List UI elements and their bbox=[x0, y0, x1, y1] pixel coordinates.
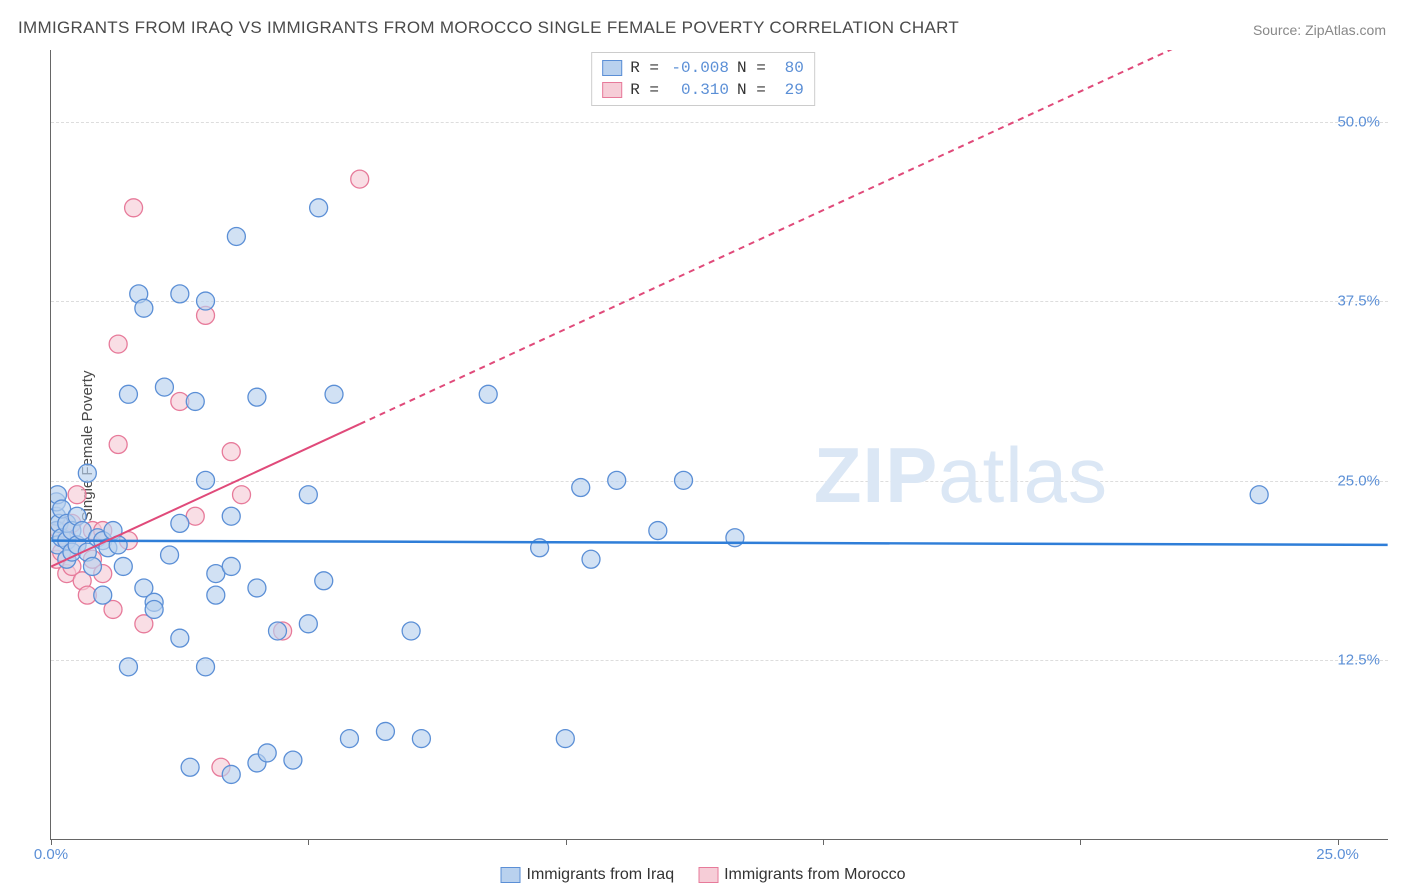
legend-series: Immigrants from Iraq Immigrants from Mor… bbox=[501, 866, 906, 884]
legend-swatch-morocco-bottom bbox=[698, 867, 718, 883]
r-label: R = bbox=[630, 79, 659, 101]
scatter-point-iraq bbox=[222, 507, 240, 525]
plot-area: ZIPatlas 12.5%25.0%37.5%50.0%0.0%25.0% bbox=[50, 50, 1388, 840]
x-tick bbox=[1338, 839, 1339, 845]
legend-swatch-iraq-bottom bbox=[501, 867, 521, 883]
scatter-point-morocco bbox=[109, 335, 127, 353]
scatter-point-iraq bbox=[186, 392, 204, 410]
r-label: R = bbox=[630, 57, 659, 79]
scatter-point-iraq bbox=[119, 658, 137, 676]
x-tick-label: 25.0% bbox=[1316, 846, 1359, 863]
scatter-point-morocco bbox=[351, 170, 369, 188]
scatter-point-iraq bbox=[155, 378, 173, 396]
scatter-point-iraq bbox=[608, 471, 626, 489]
x-tick bbox=[566, 839, 567, 845]
x-tick bbox=[308, 839, 309, 845]
scatter-point-iraq bbox=[315, 572, 333, 590]
scatter-point-iraq bbox=[171, 285, 189, 303]
scatter-point-iraq bbox=[119, 385, 137, 403]
scatter-point-iraq bbox=[582, 550, 600, 568]
scatter-point-iraq bbox=[1250, 486, 1268, 504]
legend-swatch-morocco bbox=[602, 82, 622, 98]
chart-title: IMMIGRANTS FROM IRAQ VS IMMIGRANTS FROM … bbox=[18, 18, 959, 38]
scatter-point-iraq bbox=[135, 299, 153, 317]
scatter-point-iraq bbox=[572, 479, 590, 497]
scatter-point-iraq bbox=[269, 622, 287, 640]
scatter-point-iraq bbox=[284, 751, 302, 769]
regression-iraq-solid bbox=[51, 541, 1387, 545]
scatter-point-iraq bbox=[181, 758, 199, 776]
scatter-point-iraq bbox=[94, 586, 112, 604]
scatter-point-iraq bbox=[78, 464, 96, 482]
scatter-point-iraq bbox=[299, 486, 317, 504]
legend-row-iraq: R = -0.008 N = 80 bbox=[602, 57, 804, 79]
x-tick bbox=[1080, 839, 1081, 845]
scatter-point-iraq bbox=[248, 388, 266, 406]
r-value-iraq: -0.008 bbox=[667, 57, 729, 79]
scatter-point-iraq bbox=[114, 557, 132, 575]
scatter-point-iraq bbox=[171, 514, 189, 532]
scatter-point-iraq bbox=[479, 385, 497, 403]
scatter-point-iraq bbox=[325, 385, 343, 403]
x-tick bbox=[51, 839, 52, 845]
scatter-point-iraq bbox=[227, 228, 245, 246]
scatter-point-iraq bbox=[197, 471, 215, 489]
scatter-point-iraq bbox=[207, 586, 225, 604]
scatter-point-iraq bbox=[222, 765, 240, 783]
scatter-point-iraq bbox=[248, 579, 266, 597]
scatter-point-iraq bbox=[258, 744, 276, 762]
scatter-point-iraq bbox=[171, 629, 189, 647]
scatter-point-morocco bbox=[109, 436, 127, 454]
legend-correlation: R = -0.008 N = 80 R = 0.310 N = 29 bbox=[591, 52, 815, 106]
scatter-point-iraq bbox=[675, 471, 693, 489]
x-tick-label: 0.0% bbox=[34, 846, 68, 863]
plot-svg bbox=[51, 50, 1388, 839]
scatter-point-iraq bbox=[402, 622, 420, 640]
legend-row-morocco: R = 0.310 N = 29 bbox=[602, 79, 804, 101]
legend-item-iraq: Immigrants from Iraq bbox=[501, 866, 675, 884]
scatter-point-morocco bbox=[233, 486, 251, 504]
legend-label-iraq: Immigrants from Iraq bbox=[527, 866, 675, 884]
scatter-point-iraq bbox=[161, 546, 179, 564]
legend-swatch-iraq bbox=[602, 60, 622, 76]
scatter-point-iraq bbox=[376, 722, 394, 740]
scatter-point-iraq bbox=[340, 730, 358, 748]
legend-label-morocco: Immigrants from Morocco bbox=[724, 866, 905, 884]
n-value-iraq: 80 bbox=[774, 57, 804, 79]
scatter-point-iraq bbox=[83, 557, 101, 575]
scatter-point-iraq bbox=[197, 658, 215, 676]
n-label: N = bbox=[737, 79, 766, 101]
scatter-point-iraq bbox=[412, 730, 430, 748]
scatter-point-iraq bbox=[310, 199, 328, 217]
scatter-point-morocco bbox=[125, 199, 143, 217]
x-tick bbox=[823, 839, 824, 845]
scatter-point-iraq bbox=[222, 557, 240, 575]
scatter-point-iraq bbox=[299, 615, 317, 633]
n-value-morocco: 29 bbox=[774, 79, 804, 101]
legend-item-morocco: Immigrants from Morocco bbox=[698, 866, 905, 884]
scatter-point-iraq bbox=[649, 522, 667, 540]
scatter-point-iraq bbox=[197, 292, 215, 310]
scatter-point-iraq bbox=[145, 600, 163, 618]
scatter-point-iraq bbox=[556, 730, 574, 748]
regression-morocco-dashed bbox=[360, 50, 1388, 424]
r-value-morocco: 0.310 bbox=[667, 79, 729, 101]
source-attribution: Source: ZipAtlas.com bbox=[1253, 22, 1386, 38]
n-label: N = bbox=[737, 57, 766, 79]
scatter-point-morocco bbox=[68, 486, 86, 504]
scatter-point-morocco bbox=[222, 443, 240, 461]
